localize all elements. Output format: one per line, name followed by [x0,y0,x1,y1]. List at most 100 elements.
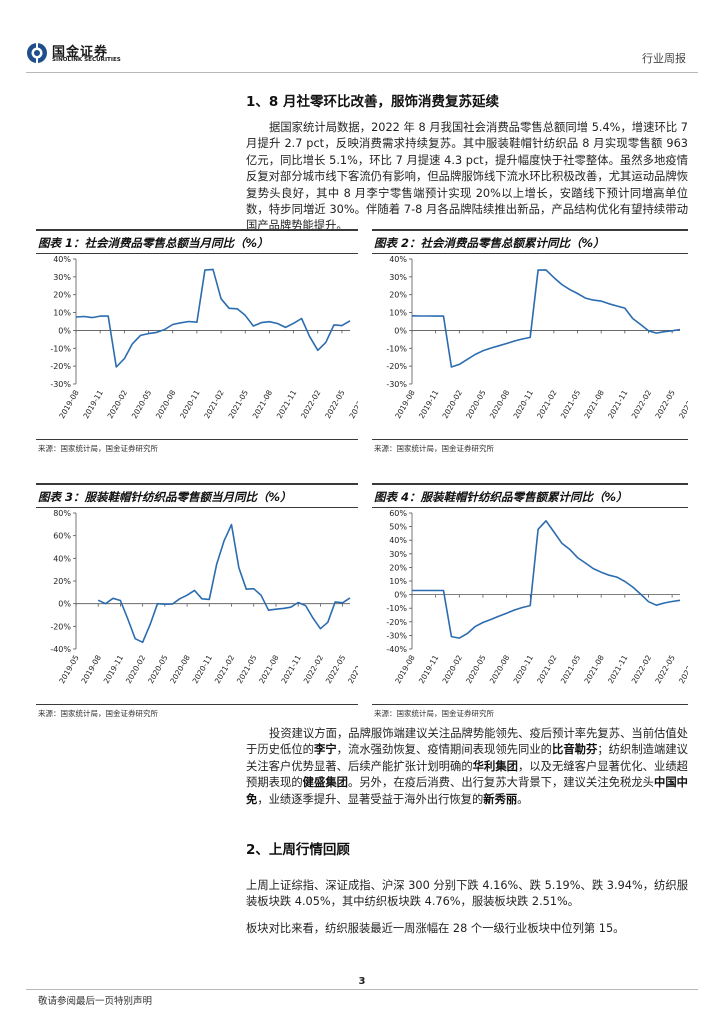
x-tick-label: 2020-11 [512,653,536,685]
section-1-paragraph: 据国家统计局数据，2022 年 8 月我国社会消费品零售总额同增 5.4%，增速… [246,121,688,233]
y-tick-label: 60% [53,532,71,541]
x-tick-label: 2021-08 [251,388,275,420]
y-tick-label: -20% [386,618,407,627]
x-tick-label: 2019-11 [102,653,126,685]
x-tick-label: 2022-05 [324,653,348,685]
y-tick-label: 60% [389,509,407,518]
x-tick-label: 2021-05 [235,653,259,685]
stock-li-ning: 李宁 [314,743,337,757]
x-tick-label: 2019-08 [393,653,417,685]
y-tick-label: 30% [389,550,407,559]
figure-3-title: 图表 3：服装鞋帽针纺织品零售额当月同比（%） [38,490,292,504]
header-divider [26,72,698,73]
y-tick-label: 40% [389,536,407,545]
figure-4-source: 来源：国家统计局，国金证券研究所 [374,709,494,718]
y-tick-label: 0% [58,600,71,609]
x-tick-label: 2020-08 [154,388,178,420]
x-tick-label: 2020-08 [488,388,512,420]
x-tick-label: 2020-11 [512,388,536,420]
x-tick-label: 2022-05 [653,388,677,420]
x-tick-label: 2022-08 [677,653,688,685]
x-tick-label: 2020-05 [464,653,488,685]
y-tick-label: -10% [386,344,407,353]
y-tick-label: 30% [53,273,71,282]
chart-2-svg: -30% -20% -10% 0% 10% 20% 30% 40% 2019-08 2019-11… [386,255,700,420]
investment-text-3: ；纺织制造端建议关注客户优势显著、后续产能扩张计划明确的 [246,743,688,773]
investment-text-6: ，业绩逐季提升、显著受益于海外出行恢复的 [257,792,484,806]
x-tick-label: 2019-08 [393,388,417,420]
y-tick-label: -30% [50,380,71,389]
y-tick-label: 40% [53,554,71,563]
sinolink-logo-icon [27,43,47,63]
x-tick-label: 2020-02 [441,653,465,685]
y-tick-label: -20% [386,362,407,371]
y-tick-label: 0% [58,326,71,335]
x-tick-label: 2021-11 [606,653,630,685]
y-tick-label: -20% [50,362,71,371]
y-tick-label: 20% [53,291,71,300]
x-tick-label: 2022-05 [653,653,677,685]
x-tick-label: 2022-02 [630,653,654,685]
logo-name-cn: 国金证券 [52,45,109,60]
figure-2-chart: -30% -20% -10% 0% 10% 20% 30% 40% 2019-08 2019-11… [372,253,700,436]
y-tick-label: 10% [389,577,407,586]
x-tick-label: 2022-05 [323,388,347,420]
figure-2-title-bar: 图表 2：社会消费品零售总额累计同比（%） [372,229,688,254]
x-tick-label: 2020-02 [106,388,130,420]
company-logo: 国金证券 SINOLINK SECURITIES [26,41,134,67]
y-tick-label: 80% [53,509,71,518]
y-tick-label: 20% [53,577,71,586]
x-tick-label: 2020-05 [464,388,488,420]
section-2-title: 2、上周行情回顾 [246,842,350,858]
figure-1-bottom-rule [36,439,358,440]
logo-name-en: SINOLINK SECURITIES [52,57,121,63]
x-tick-label: 2022-08 [677,388,688,420]
x-tick-label: 2022-02 [630,388,654,420]
x-tick-label: 2021-11 [279,653,303,685]
investment-text-2: ，流水强劲恢复、疫情期间表现领先同业的 [336,743,552,757]
stock-huali-group: 华利集团 [472,759,519,773]
stock-china-tourism: 中国中免 [246,776,688,806]
y-tick-label: -10% [386,604,407,613]
figure-3-bottom-rule [36,704,358,705]
investment-paragraph: 投资建议方面，品牌服饰端建议关注品牌势能领先、疫后预计率先复苏、当前估值处于历史… [246,726,688,808]
report-type: 行业周报 [642,52,686,65]
section-1-title: 1、8 月社零环比改善，服饰消费复苏延续 [246,94,499,110]
figure-4-bottom-rule [372,704,688,705]
x-tick-label: 2021-05 [559,653,583,685]
series-line [97,523,351,644]
x-tick-label: 2020-08 [168,653,192,685]
x-tick-label: 2019-08 [57,388,81,420]
investment-text-5: 。另外，在疫后消费、出行复苏大背景下，建议关注免税龙头 [348,776,654,790]
x-tick-label: 2021-11 [275,388,299,420]
x-tick-label: 2019-11 [417,653,441,685]
stock-jiansheng-group: 健盛集团 [302,776,349,790]
investment-text-7: 。 [517,792,529,806]
y-tick-label: 10% [53,309,71,318]
figure-2-source: 来源：国家统计局，国金证券研究所 [374,444,494,453]
x-tick-label: 2020-02 [441,388,465,420]
x-tick-label: 2020-05 [130,388,154,420]
y-tick-label: 0% [394,591,407,600]
figure-4-title-bar: 图表 4：服装鞋帽针纺织品零售额累计同比（%） [372,483,688,508]
y-tick-label: -10% [50,344,71,353]
x-tick-label: 2019-11 [81,388,105,420]
figure-1-source: 来源：国家统计局，国金证券研究所 [38,444,158,453]
y-tick-label: -30% [386,631,407,640]
y-tick-label: 0% [394,326,407,335]
x-tick-label: 2021-08 [582,388,606,420]
figure-3-chart: -40% -20% 0% 20% 40% 60% 80% 2019-05 2019-08 2019… [36,507,369,701]
stock-samsonite: 新秀丽 [483,792,518,806]
x-tick-label: 2021-02 [535,388,559,420]
figure-1-title-bar: 图表 1：社会消费品零售总额当月同比（%） [36,229,358,254]
y-tick-label: -40% [386,645,407,654]
x-tick-label: 2021-05 [227,388,251,420]
section-2-paragraph-2: 板块对比来看，纺织服装最近一周涨幅在 28 个一级行业板块中位列第 15。 [246,922,625,935]
y-tick-label: -20% [50,622,71,631]
y-tick-label: -30% [386,380,407,389]
page-number: 3 [358,976,366,987]
series-line [412,520,681,639]
x-tick-label: 2021-08 [257,653,281,685]
figure-1-title: 图表 1：社会消费品零售总额当月同比（%） [38,236,269,250]
x-tick-label: 2020-02 [124,653,148,685]
